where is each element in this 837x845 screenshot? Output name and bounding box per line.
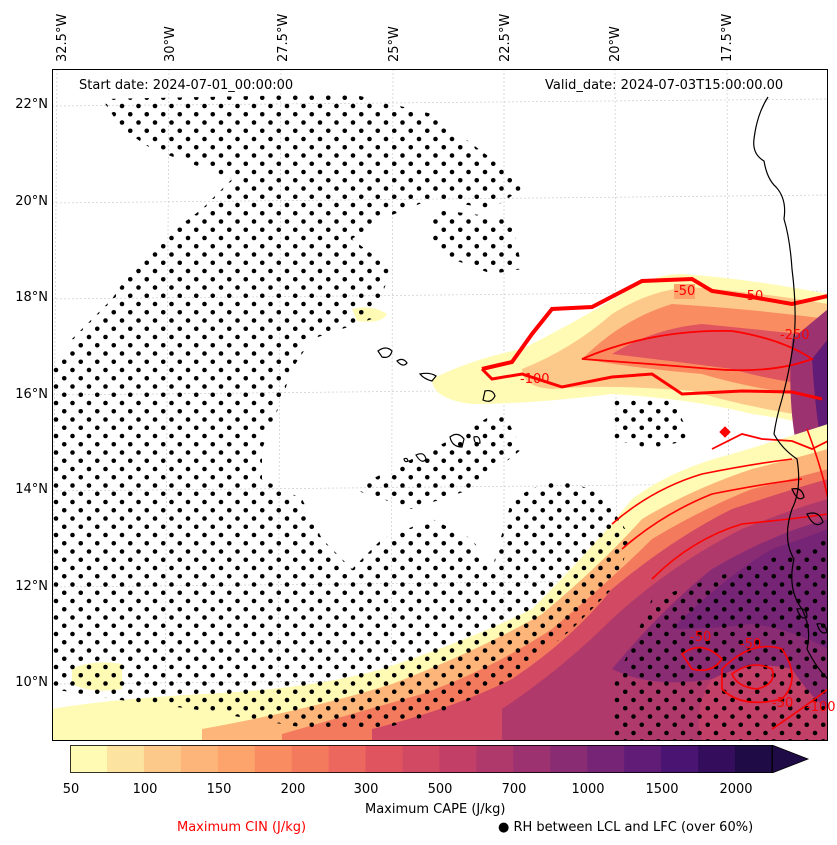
cin-label: -100 [806,700,836,715]
rh-dot-icon: ● [498,820,510,835]
lon-label-25W: 25°W [387,0,408,62]
lon-label-text: 17.5°W [720,13,735,62]
colorbar-segment [365,745,404,773]
colorbar-segment [70,745,108,773]
colorbar-segment [328,745,367,773]
lat-label-16N: 16°N [15,387,48,402]
lat-label-22N: 22°N [15,97,48,112]
lon-label-30W: 30°W [163,0,184,62]
map-panel [52,69,828,741]
lon-label-32.5W: 32.5°W [55,0,76,62]
lat-label-12N: 12°N [15,579,48,594]
rh-dots [52,94,828,741]
lon-label-text: 25°W [387,26,402,62]
colorbar-segment [550,745,588,773]
colorbar-segment [587,745,625,773]
cin-label: -50 [772,696,794,711]
lat-label-18N: 18°N [15,290,48,305]
lat-label-20N: 20°N [15,194,48,209]
colorbar-segment [143,745,182,773]
colorbar-segment [180,745,219,773]
lat-label-10N: 10°N [15,675,48,690]
colorbar-segment [661,745,699,773]
lon-label-text: 20°W [608,26,623,62]
colorbar-segment [254,745,293,773]
cin-legend-label: Maximum CIN (J/kg) [177,820,307,835]
colorbar-title: Maximum CAPE (J/kg) [365,802,506,817]
lon-label-text: 27.5°W [276,13,291,62]
valid-date-label: Valid_date: 2024-07-03T15:00:00.00 [545,78,784,93]
colorbar-segment [106,745,145,773]
cin-label: -50 [674,284,696,299]
cin-label: -50 [690,630,712,645]
colorbar-tick: 700 [501,782,527,797]
lon-label-27.5W: 27.5°W [276,0,297,62]
cin-contours [480,276,828,730]
colorbar-segment [513,745,551,773]
colorbar-segment [402,745,440,773]
lat-label-14N: 14°N [15,482,48,497]
colorbar-segment [698,745,736,773]
colorbar-segment [439,745,477,773]
cin-label: -250 [780,328,810,343]
coastline [377,96,828,680]
rh-legend-label: RH between LCL and LFC (over 60%) [513,820,754,835]
colorbar-segment [735,745,773,773]
colorbar-segment [476,745,514,773]
cin-label: -50 [740,637,762,652]
colorbar-tick: 2000 [719,782,753,797]
lon-label-text: 22.5°W [498,13,513,62]
colorbar-tick: 300 [353,782,379,797]
start-date-label: Start date: 2024-07-01_00:00:00 [79,78,294,93]
rh-legend: ● RH between LCL and LFC (over 60%) [498,820,753,835]
cin-label: -50 [742,289,764,304]
colorbar-tick: 50 [62,782,80,797]
lon-label-text: 30°W [163,26,178,62]
cin-label: -100 [520,372,550,387]
colorbar-tick: 100 [132,782,158,797]
colorbar-tick: 1000 [571,782,605,797]
colorbar-tick: 150 [206,782,232,797]
lon-label-17.5W: 17.5°W [720,0,741,62]
colorbar-tick: 500 [427,782,453,797]
cape-colorbar [70,745,810,773]
colorbar-segment [291,745,330,773]
lon-label-text: 32.5°W [55,13,70,62]
lon-label-22.5W: 22.5°W [498,0,519,62]
colorbar-segment [624,745,662,773]
lon-label-20W: 20°W [608,0,629,62]
colorbar-tick: 1500 [645,782,679,797]
colorbar-tick: 200 [280,782,306,797]
colorbar-segment [217,745,256,773]
